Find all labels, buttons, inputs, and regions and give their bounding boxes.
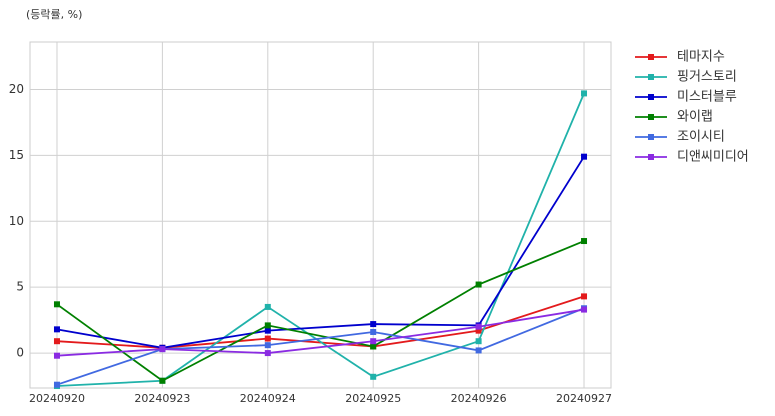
x-tick-label: 20240923 (134, 392, 190, 405)
point-marker (581, 153, 588, 160)
point-marker (53, 338, 60, 345)
y-tick-label: 10 (9, 214, 24, 228)
point-marker (53, 326, 60, 333)
plot-frame (29, 41, 612, 389)
legend-label: 조이시티 (677, 130, 725, 145)
series-line (56, 240, 585, 382)
point-marker (264, 303, 271, 310)
point-marker (581, 306, 588, 313)
point-marker (53, 301, 60, 308)
point-marker (370, 321, 377, 328)
series-line (56, 308, 585, 357)
x-tick-label: 20240924 (240, 392, 296, 405)
legend-label: 디앤씨미디어 (677, 150, 749, 165)
legend-label: 와이랩 (677, 110, 713, 125)
legend-marker (648, 134, 654, 140)
point-marker (264, 335, 271, 342)
legend-marker (648, 74, 654, 80)
point-marker (581, 90, 588, 97)
point-marker (159, 377, 166, 384)
x-tick-label: 20240920 (29, 392, 85, 405)
point-marker (264, 342, 271, 349)
point-marker (475, 347, 482, 354)
legend-marker (648, 54, 654, 60)
point-marker (475, 323, 482, 330)
y-tick-label: 0 (16, 346, 24, 360)
point-marker (475, 327, 482, 334)
point-marker (264, 322, 271, 329)
point-marker (581, 238, 588, 245)
point-marker (370, 373, 377, 380)
x-tick-label: 20240925 (345, 392, 401, 405)
point-marker (264, 350, 271, 357)
point-marker (475, 338, 482, 345)
legend-label: 미스터블루 (677, 90, 737, 105)
legend-marker (648, 114, 654, 120)
legend-label: 핑거스토리 (677, 70, 737, 85)
point-marker (581, 293, 588, 300)
point-marker (159, 346, 166, 353)
y-axis-label: (등락률, %) (26, 8, 82, 21)
point-marker (475, 281, 482, 288)
y-tick-label: 15 (9, 148, 24, 162)
y-tick-label: 5 (16, 280, 24, 294)
x-tick-label: 20240926 (451, 392, 507, 405)
legend-label: 테마지수 (677, 50, 725, 65)
point-marker (264, 327, 271, 334)
x-tick-label: 20240927 (556, 392, 612, 405)
series-line (56, 93, 585, 387)
series-line (56, 307, 585, 386)
point-marker (370, 343, 377, 350)
point-marker (53, 381, 60, 388)
legend-marker (648, 154, 654, 160)
point-marker (370, 338, 377, 345)
point-marker (370, 328, 377, 335)
point-marker (53, 352, 60, 359)
legend-marker (648, 94, 654, 100)
series-line (56, 156, 585, 349)
y-tick-label: 20 (9, 82, 24, 96)
